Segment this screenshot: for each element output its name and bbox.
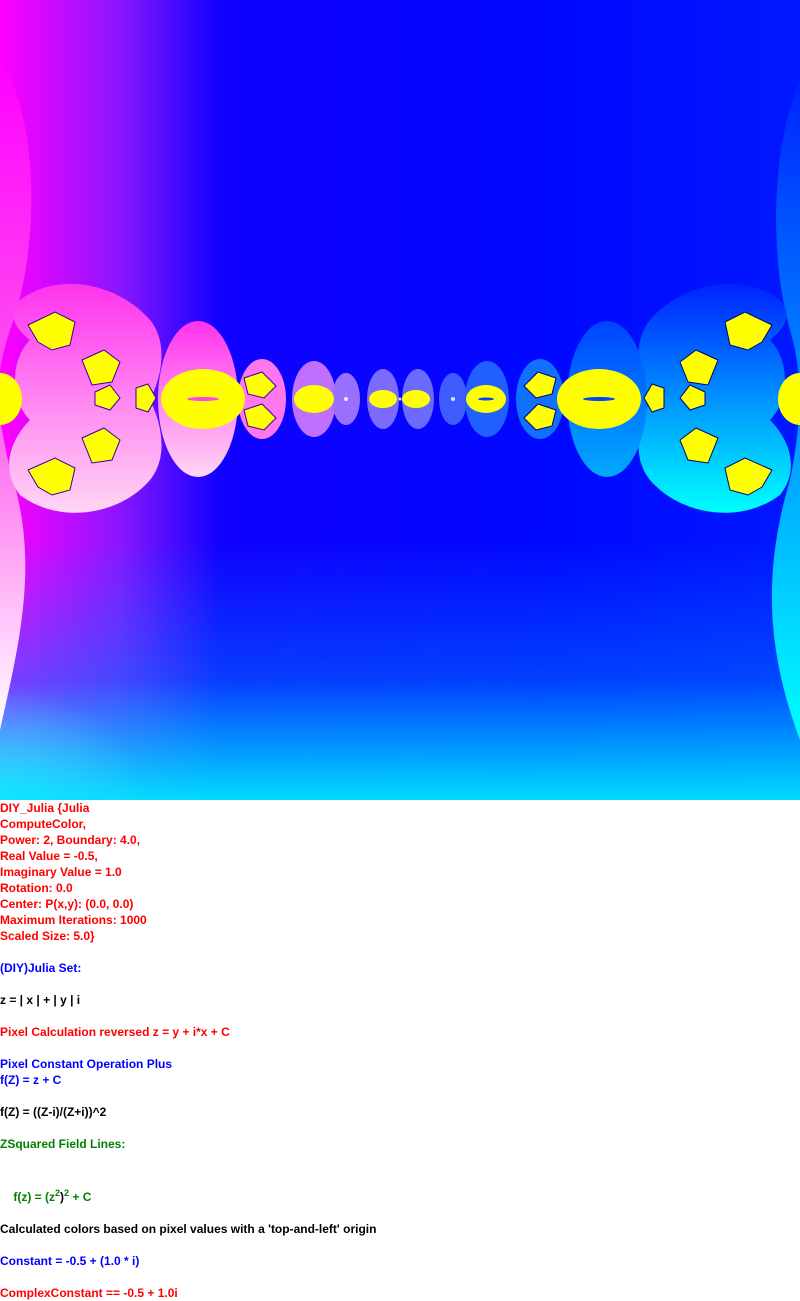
params-line-7: Center: P(x,y): (0.0, 0.0): [0, 897, 134, 911]
julia-fractal-image: [0, 0, 800, 800]
formula-squared-mid: ): [60, 1190, 65, 1204]
formula-ratio: f(Z) = ((Z-i)/(Z+i))^2: [0, 1105, 107, 1119]
pixel-constant-operation: Pixel Constant Operation Plus: [0, 1057, 173, 1071]
params-line-9: Scaled Size: 5.0}: [0, 929, 95, 943]
fractal-shapes: [0, 60, 800, 740]
constant-line: Constant = -0.5 + (1.0 * i): [0, 1254, 140, 1268]
params-line-3: Power: 2, Boundary: 4.0,: [0, 833, 141, 847]
formula-squared-exp2: 2: [64, 1188, 70, 1198]
origin-note: Calculated colors based on pixel values …: [0, 1222, 377, 1236]
formula-squared: f(z) = (z2)2 + C: [0, 1173, 91, 1205]
formula-squared-post: + C: [69, 1190, 92, 1204]
complex-constant-line: ComplexConstant == -0.5 + 1.0i: [0, 1286, 178, 1300]
params-line-8: Maximum Iterations: 1000: [0, 913, 147, 927]
params-line-5: Imaginary Value = 1.0: [0, 865, 122, 879]
formula-squared-pre: f(z) = (z: [13, 1190, 56, 1204]
z-definition: z = | x | + | y | i: [0, 993, 81, 1007]
params-line-2: ComputeColor,: [0, 817, 86, 831]
formula-squared-exp1: 2: [55, 1188, 61, 1198]
set-title: (DIY)Julia Set:: [0, 961, 82, 975]
params-line-1: DIY_Julia {Julia: [0, 801, 90, 815]
params-line-6: Rotation: 0.0: [0, 881, 73, 895]
params-line-4: Real Value = -0.5,: [0, 849, 98, 863]
field-lines-title: ZSquared Field Lines:: [0, 1137, 126, 1151]
formula-plus: f(Z) = z + C: [0, 1073, 62, 1087]
pixel-calculation: Pixel Calculation reversed z = y + i*x +…: [0, 1025, 230, 1039]
